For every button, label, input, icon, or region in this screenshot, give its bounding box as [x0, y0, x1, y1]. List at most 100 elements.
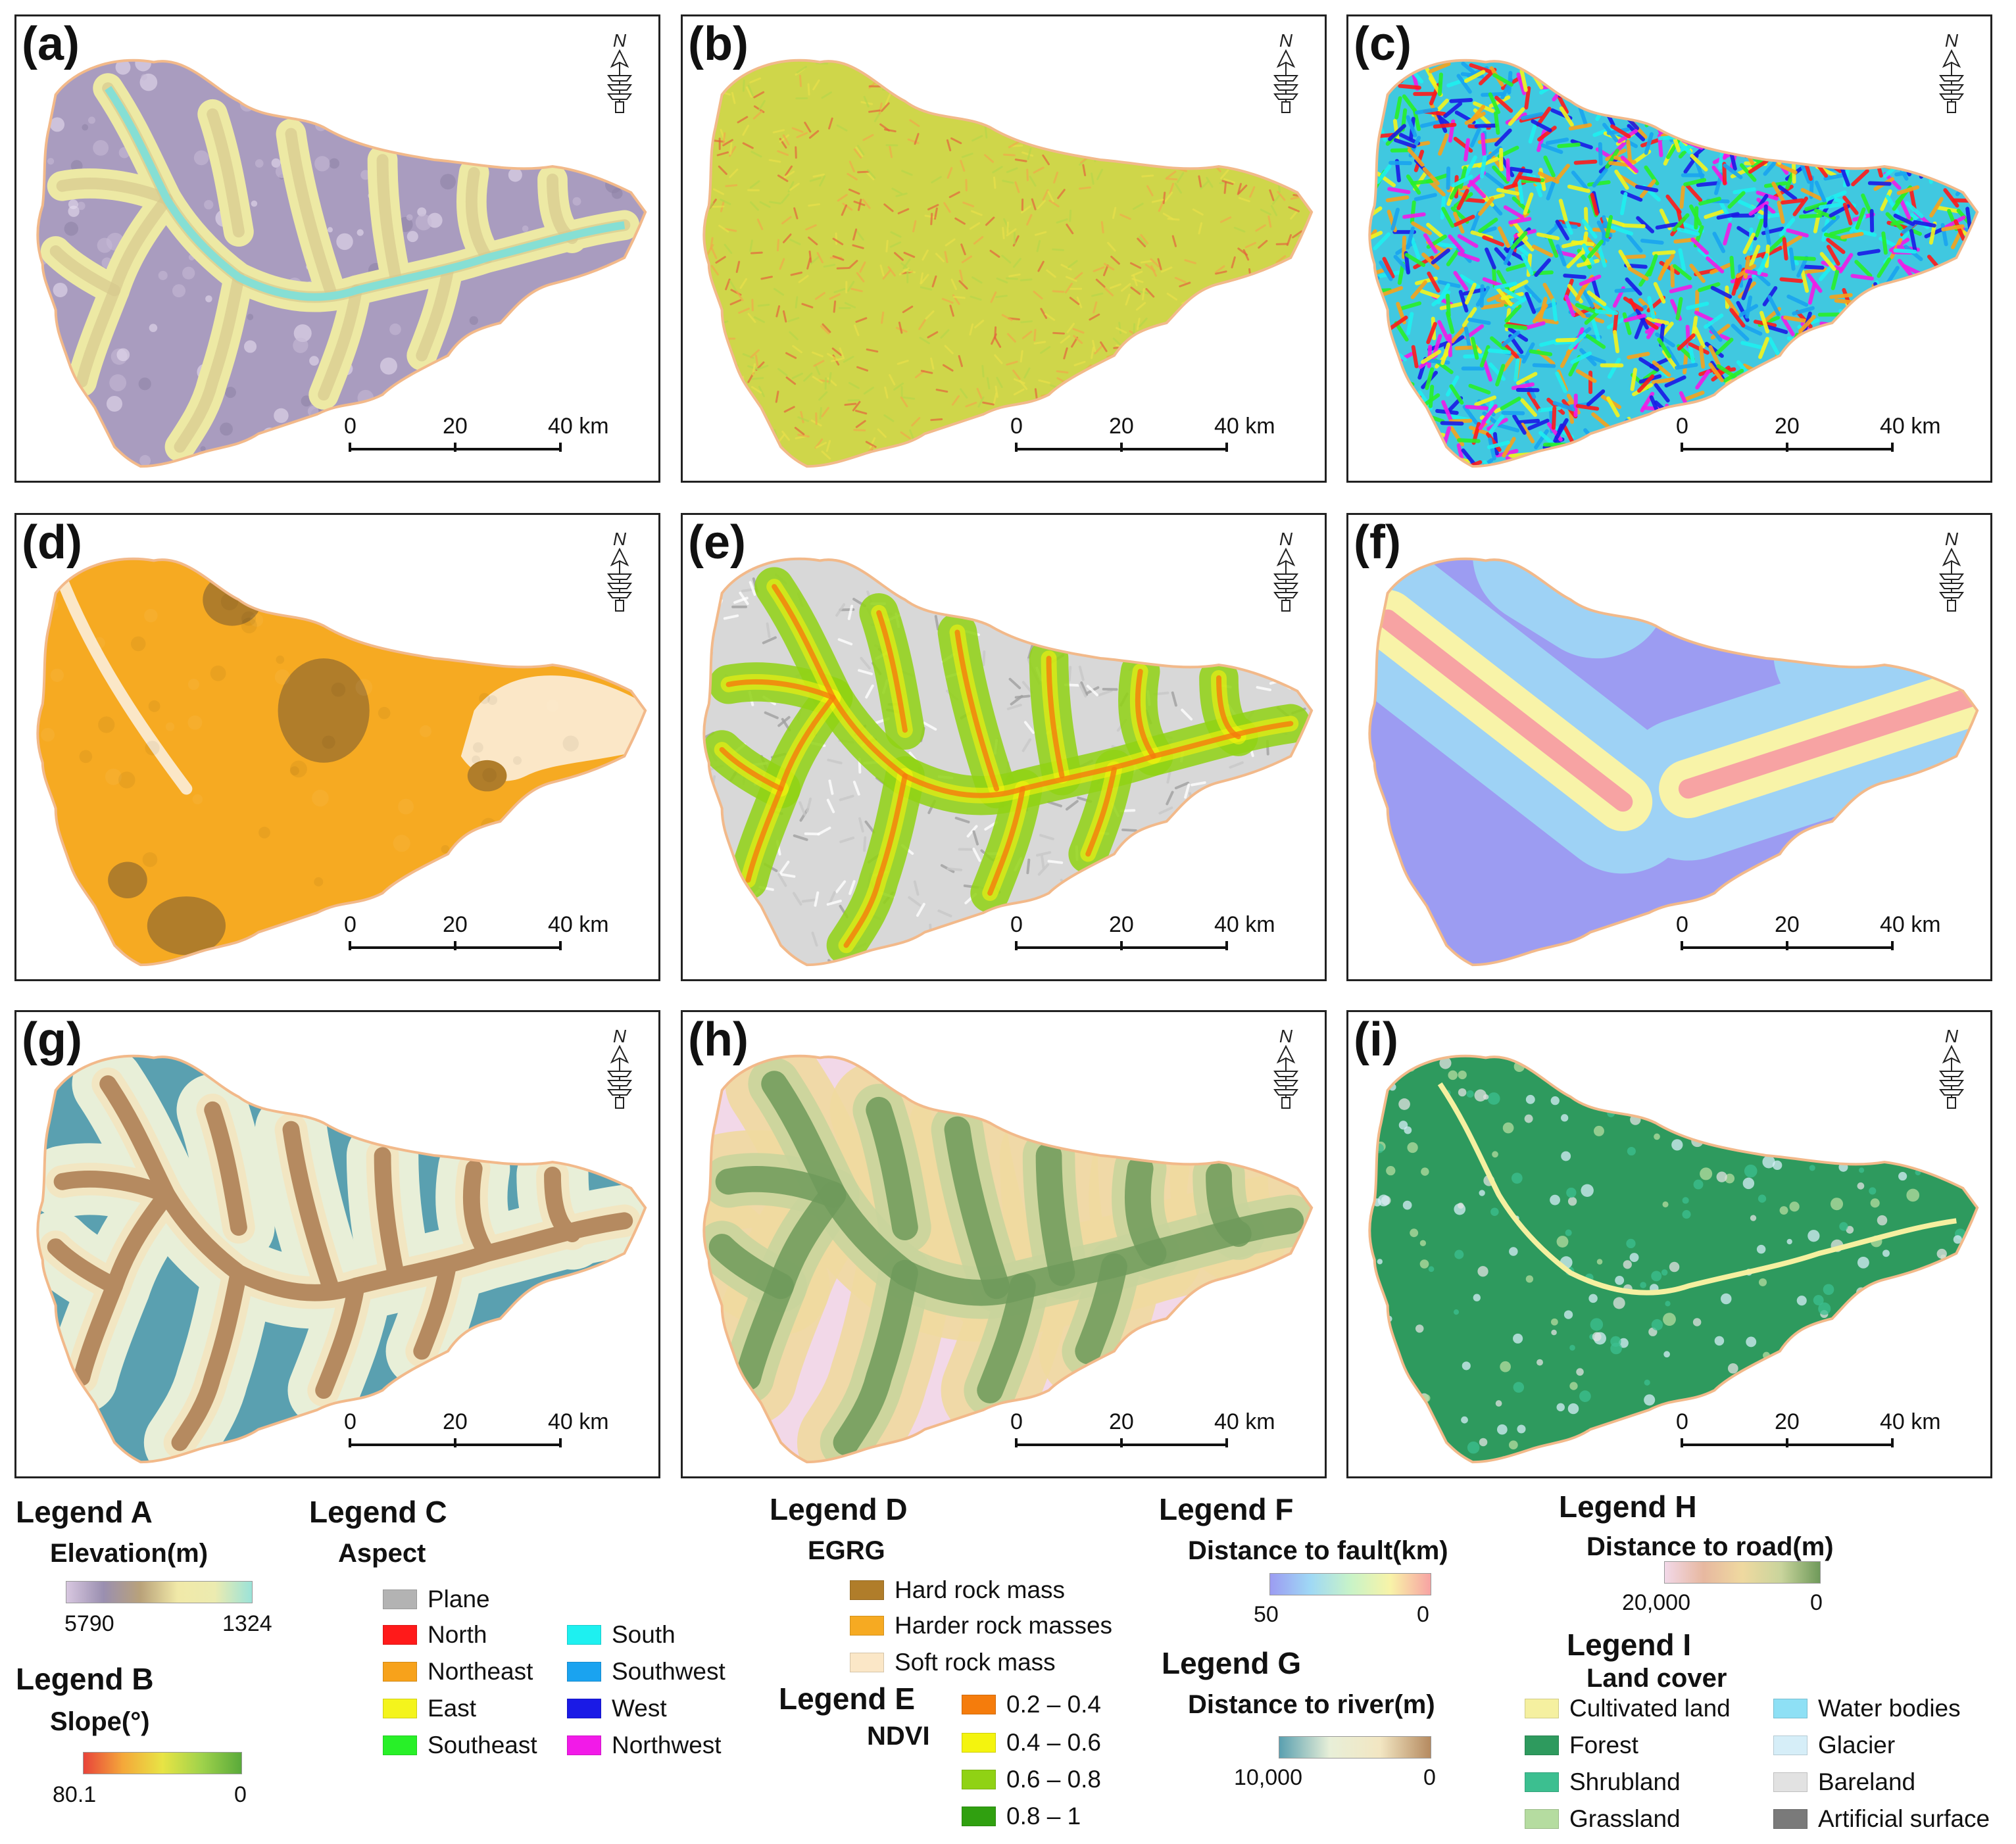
river-max-label: 0 — [1423, 1765, 1436, 1790]
scale-bar-tick — [1225, 443, 1228, 452]
ndvi-swatch — [962, 1733, 996, 1753]
legend-g-subtitle: Distance to river(m) — [1188, 1690, 1435, 1719]
egrg-swatch — [850, 1616, 884, 1636]
aspect-label: North — [428, 1621, 487, 1648]
egrg-item: Hard rock mass — [850, 1576, 1065, 1603]
panel-label: (f) — [1354, 516, 1401, 569]
scale-bar-label: 40 km — [1880, 414, 1941, 439]
landcover-swatch — [1773, 1735, 1807, 1755]
landcover-swatch — [1525, 1735, 1559, 1755]
legend-e-subtitle: NDVI — [867, 1722, 930, 1751]
landcover-swatch — [1773, 1699, 1807, 1718]
scale-bar-tick — [1681, 1438, 1683, 1447]
aspect-label: East — [428, 1695, 477, 1722]
scale-bar-tick — [1891, 1438, 1894, 1447]
north-letter: N — [1279, 1026, 1293, 1046]
panel-label: (i) — [1354, 1013, 1398, 1066]
landcover-swatch — [1773, 1809, 1807, 1829]
scale-bar: 0 20 40 km — [344, 1409, 645, 1462]
scale-bar: 0 20 40 km — [344, 414, 645, 466]
north-letter: N — [1945, 30, 1959, 51]
scale-bar-tick — [1015, 941, 1018, 950]
aspect-swatch — [383, 1699, 417, 1718]
north-letter: N — [1279, 30, 1293, 51]
landcover-item: Cultivated land — [1525, 1695, 1731, 1722]
scale-bar-label: 40 km — [1214, 1409, 1275, 1434]
landcover-item: Grassland — [1525, 1805, 1681, 1832]
landcover-label: Grassland — [1569, 1805, 1681, 1832]
road-max-label: 0 — [1810, 1590, 1823, 1615]
scale-bar: 0 20 40 km — [344, 912, 645, 965]
aspect-item: North — [383, 1621, 487, 1648]
north-arrow-icon: N — [1269, 1025, 1302, 1111]
scale-bar-tick — [454, 443, 456, 452]
map-panel-egrg: (d) N 0 20 40 km — [14, 513, 660, 981]
scale-bar-label: 20 — [1775, 1409, 1800, 1434]
scale-bar-tick — [349, 443, 351, 452]
scale-bar-label: 20 — [1775, 912, 1800, 937]
aspect-label: West — [612, 1695, 667, 1722]
aspect-item: Southeast — [383, 1732, 537, 1759]
panel-label: (d) — [22, 516, 82, 569]
legend-c-title: Legend C — [309, 1495, 447, 1529]
aspect-swatch — [567, 1735, 601, 1755]
landcover-label: Shrubland — [1569, 1768, 1681, 1795]
legend-h-subtitle: Distance to road(m) — [1586, 1532, 1834, 1561]
scale-bar-label: 20 — [443, 1409, 468, 1434]
landcover-label: Forest — [1569, 1732, 1638, 1759]
landcover-label: Glacier — [1818, 1732, 1896, 1759]
scale-bar-tick — [1891, 941, 1894, 950]
scale-bar-label: 40 km — [548, 1409, 609, 1434]
scale-bar-tick — [1120, 941, 1123, 950]
scale-bar-label: 40 km — [1880, 912, 1941, 937]
aspect-item: West — [567, 1695, 667, 1722]
panel-label: (e) — [688, 516, 746, 569]
scale-bar-label: 0 — [1676, 1409, 1688, 1434]
scale-bar-tick — [349, 941, 351, 950]
legend-d-subtitle: EGRG — [808, 1536, 885, 1565]
map-panel-river: (g) N 0 20 40 km — [14, 1010, 660, 1478]
scale-bar-label: 20 — [1109, 414, 1134, 439]
panel-label: (a) — [22, 18, 80, 70]
aspect-label: Northwest — [612, 1732, 722, 1759]
aspect-swatch — [567, 1625, 601, 1645]
legend-d-title: Legend D — [770, 1492, 908, 1526]
scale-bar-label: 20 — [443, 414, 468, 439]
aspect-swatch — [567, 1662, 601, 1682]
slope-min-label: 80.1 — [53, 1782, 97, 1807]
elevation-min-label: 5790 — [64, 1611, 114, 1636]
elevation-color-ramp — [66, 1581, 253, 1603]
elevation-max-label: 1324 — [222, 1611, 272, 1636]
aspect-item: Southwest — [567, 1658, 725, 1685]
map-panel-ndvi: (e) N 0 20 40 km — [681, 513, 1327, 981]
landcover-item: Glacier — [1773, 1732, 1896, 1759]
scale-bar-tick — [454, 1438, 456, 1447]
ndvi-item: 0.8 – 1 — [962, 1803, 1081, 1830]
ndvi-swatch — [962, 1807, 996, 1826]
north-letter: N — [1279, 529, 1293, 549]
ndvi-label: 0.2 – 0.4 — [1006, 1691, 1102, 1718]
scale-bar-tick — [1120, 443, 1123, 452]
scale-bar-label: 0 — [344, 912, 356, 937]
north-letter: N — [613, 529, 627, 549]
fault-distance-color-ramp — [1269, 1573, 1431, 1595]
scale-bar: 0 20 40 km — [1676, 1409, 1977, 1462]
scale-bar-label: 0 — [1010, 414, 1023, 439]
map-panel-landcover: (i) N 0 20 40 km — [1346, 1010, 1992, 1478]
landcover-item: Bareland — [1773, 1768, 1916, 1795]
landcover-item: Forest — [1525, 1732, 1638, 1759]
scale-bar-tick — [1120, 1438, 1123, 1447]
road-min-label: 20,000 — [1622, 1590, 1690, 1615]
north-letter: N — [613, 30, 627, 51]
ndvi-item: 0.2 – 0.4 — [962, 1691, 1102, 1718]
landcover-label: Bareland — [1818, 1768, 1916, 1795]
aspect-item: East — [383, 1695, 477, 1722]
legend-a-subtitle: Elevation(m) — [50, 1539, 209, 1568]
river-min-label: 10,000 — [1234, 1765, 1302, 1790]
landcover-label: Water bodies — [1818, 1695, 1961, 1722]
legend-b-title: Legend B — [16, 1662, 154, 1696]
legend-f-subtitle: Distance to fault(km) — [1188, 1536, 1448, 1565]
scale-bar-label: 0 — [344, 414, 356, 439]
scale-bar-label: 40 km — [1880, 1409, 1941, 1434]
aspect-item: South — [567, 1621, 676, 1648]
